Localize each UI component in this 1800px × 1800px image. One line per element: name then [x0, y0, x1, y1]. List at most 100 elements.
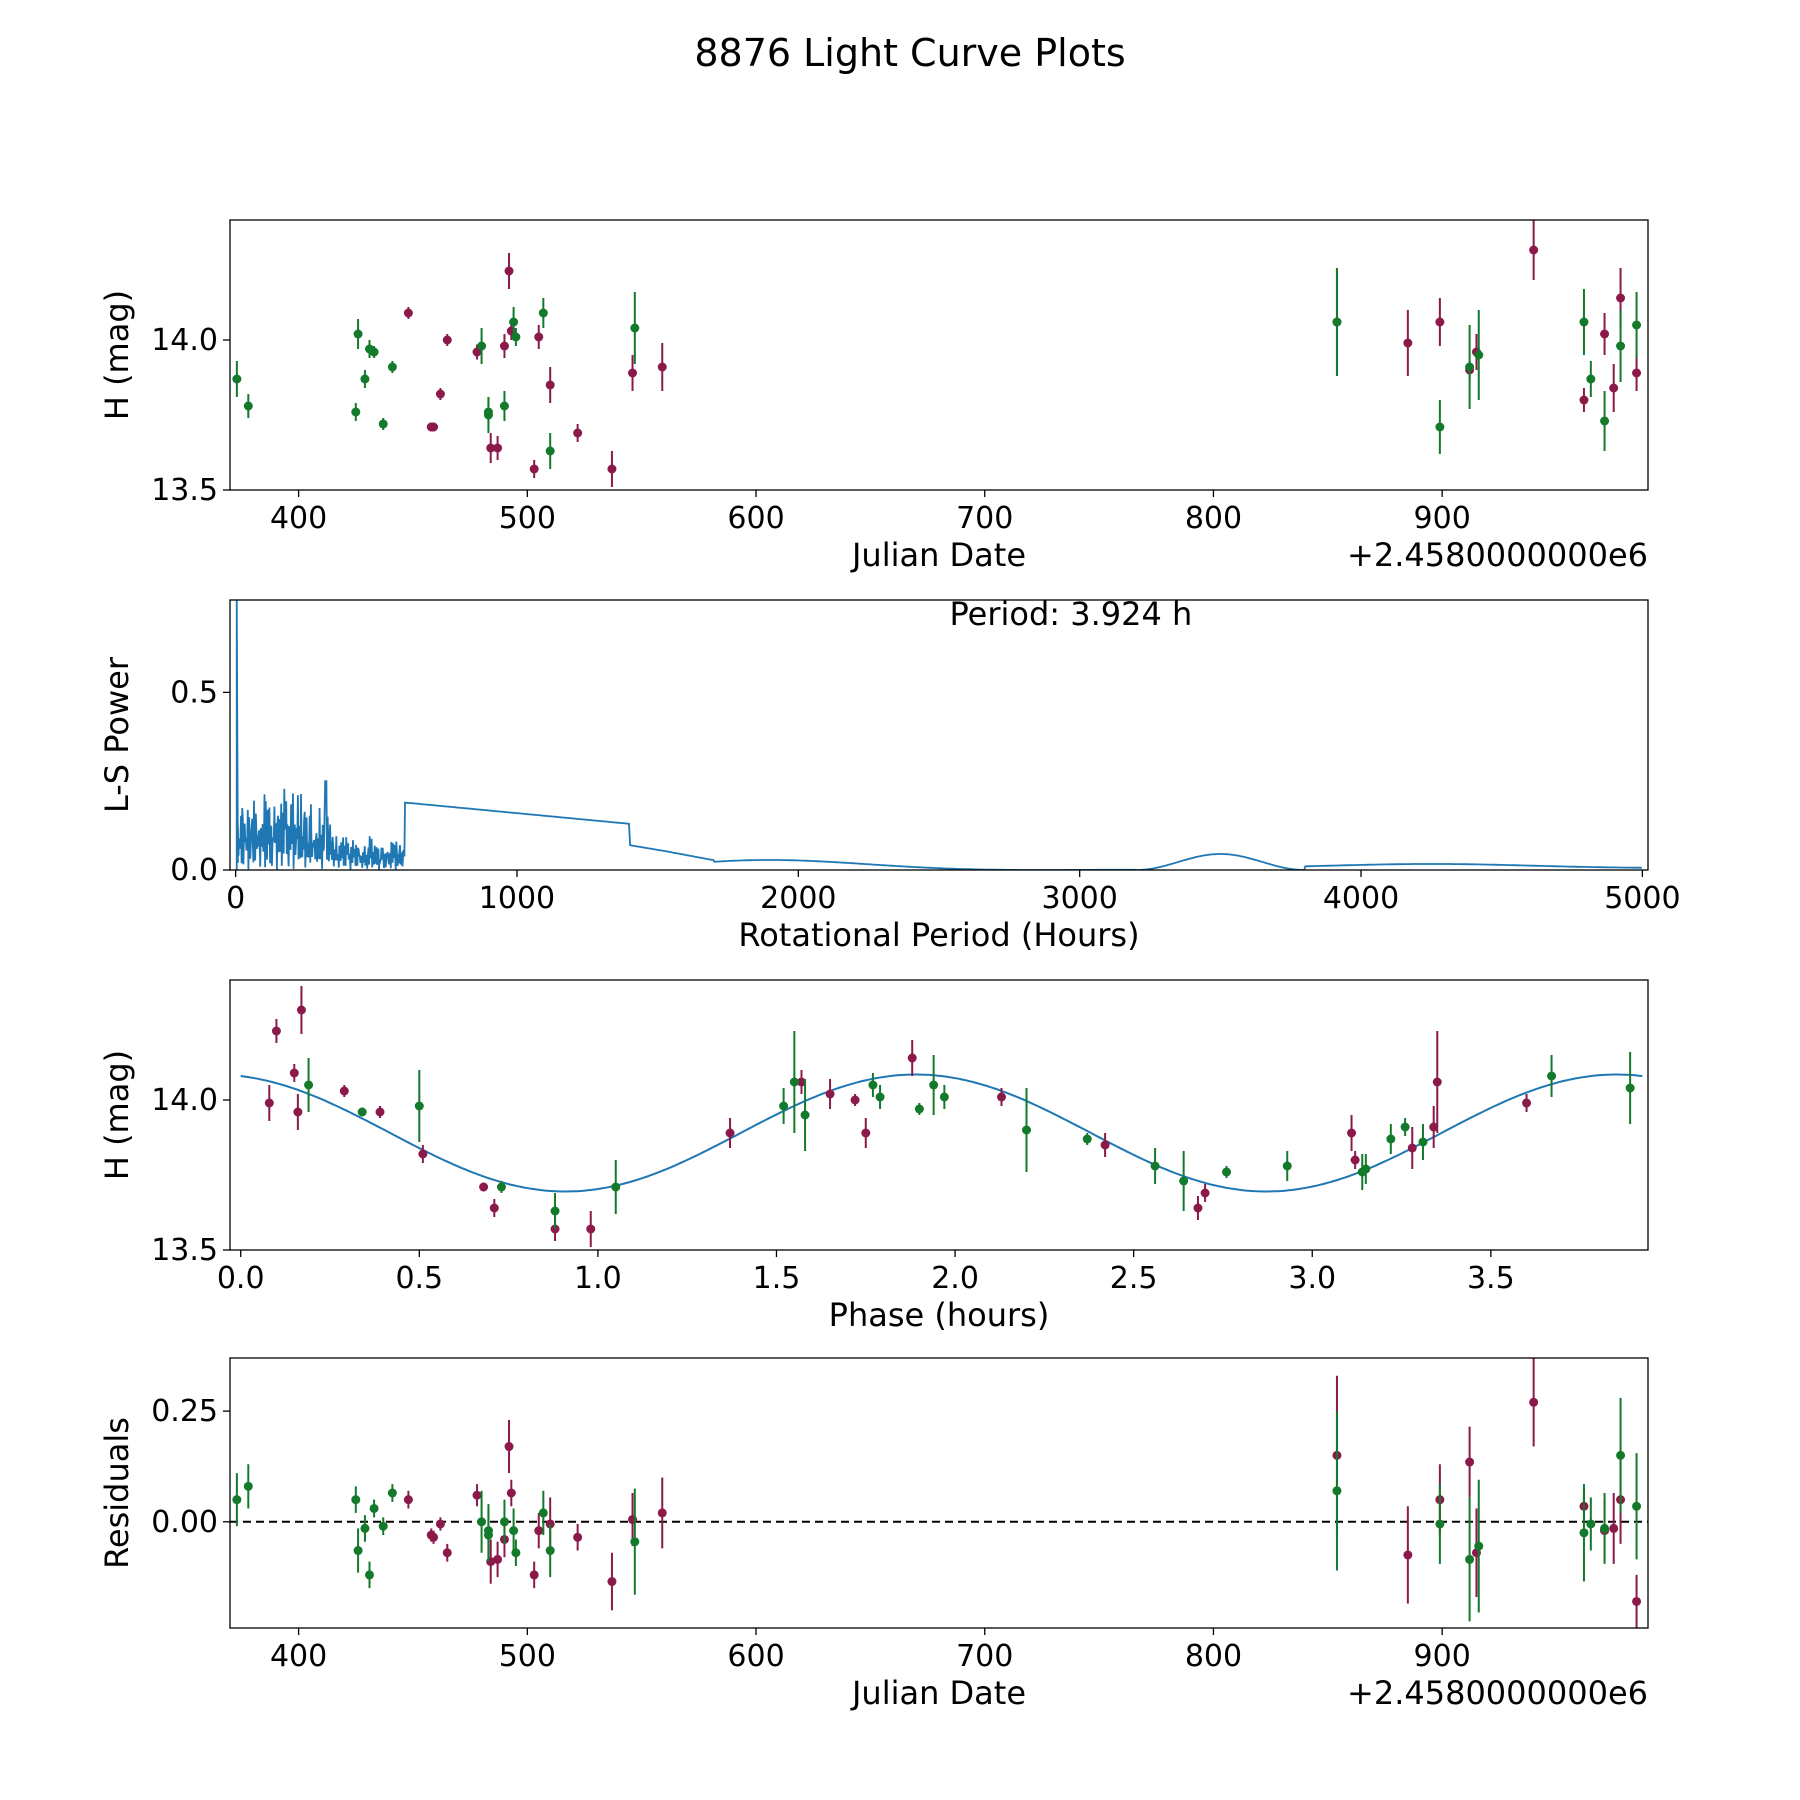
phasefold-green-point	[611, 1182, 621, 1192]
periodogram-ylabel: L-S Power	[98, 656, 136, 813]
phasefold-green-point	[1361, 1164, 1371, 1174]
phasefold-xtick-label: 1.0	[574, 1261, 622, 1296]
lightcurve-magenta-point	[486, 443, 496, 453]
phasefold-green-point	[1179, 1176, 1189, 1186]
residuals-magenta-point	[472, 1490, 482, 1500]
residuals-green-point	[1332, 1486, 1342, 1496]
lightcurve-green-point	[1465, 362, 1475, 372]
phasefold-magenta-point	[489, 1203, 499, 1213]
phasefold-green-point	[779, 1101, 789, 1111]
residuals-green-point	[1586, 1519, 1596, 1529]
phasefold-axes-frame	[229, 979, 1649, 1251]
lightcurve-xtick-label: 700	[956, 501, 1013, 536]
phasefold-green-point	[304, 1080, 314, 1090]
residuals-xtick-label: 600	[727, 1639, 784, 1674]
residuals-green-point	[369, 1503, 379, 1513]
phasefold-green-point	[1547, 1071, 1557, 1081]
periodogram-ytick-label: 0.0	[170, 853, 218, 888]
lightcurve-green-point	[499, 401, 509, 411]
lightcurve-magenta-point	[529, 464, 539, 474]
phasefold-magenta-point	[1100, 1140, 1110, 1150]
phasefold-magenta-point	[264, 1098, 274, 1108]
phasefold-green-point	[1282, 1161, 1292, 1171]
phasefold-magenta-point	[1200, 1188, 1210, 1198]
phasefold-green-point	[929, 1080, 939, 1090]
residuals-green-point	[360, 1523, 370, 1533]
phasefold-magenta-point	[289, 1068, 299, 1078]
residuals-magenta-point	[529, 1570, 539, 1580]
phasefold-green-point	[939, 1092, 949, 1102]
lightcurve-green-point	[387, 362, 397, 372]
lightcurve-magenta-point	[1616, 293, 1626, 303]
phasefold-magenta-point	[418, 1149, 428, 1159]
lightcurve-magenta-point	[573, 428, 583, 438]
phasefold-ytick-label: 13.5	[151, 1233, 218, 1268]
lightcurve-xtick-label: 800	[1185, 501, 1242, 536]
phasefold-xtick-label: 2.0	[931, 1261, 979, 1296]
periodogram-xtick-label: 2000	[760, 881, 836, 916]
residuals-green-point	[378, 1521, 388, 1531]
residuals-green-point	[511, 1548, 521, 1558]
period-annotation: Period: 3.924 h	[949, 595, 1192, 633]
lightcurve-ytick-label: 14.0	[151, 323, 218, 358]
residuals-xtick-label: 700	[956, 1639, 1013, 1674]
ls-power-line	[235, 600, 1642, 870]
lightcurve-magenta-point	[628, 368, 638, 378]
lightcurve-green-point	[1474, 350, 1484, 360]
residuals-green-point	[1435, 1519, 1445, 1529]
phasefold-green-point	[800, 1110, 810, 1120]
phasefold-green-point	[414, 1101, 424, 1111]
residuals-ytick-label: 0.00	[151, 1505, 218, 1540]
periodogram-axes-frame	[229, 599, 1649, 871]
lightcurve-magenta-point	[1632, 368, 1642, 378]
phasefold-ytick-label: 14.0	[151, 1083, 218, 1118]
lightcurve-green-point	[360, 374, 370, 384]
residuals-ytick-label: 0.25	[151, 1394, 218, 1429]
residuals-green-point	[477, 1517, 487, 1527]
phasefold-magenta-point	[1432, 1077, 1442, 1087]
phasefold-green-point	[496, 1182, 506, 1192]
residuals-green-point	[353, 1546, 363, 1556]
phasefold-magenta-point	[271, 1026, 281, 1036]
phasefold-green-point	[1418, 1137, 1428, 1147]
phasefold-plot-area	[240, 986, 1643, 1247]
lightcurve-magenta-point	[1600, 329, 1610, 339]
phasefold-xtick-label: 0.5	[395, 1261, 443, 1296]
lightcurve-magenta-point	[504, 266, 514, 276]
phasefold-green-point	[1625, 1083, 1635, 1093]
phasefold-green-point	[868, 1080, 878, 1090]
residuals-green-point	[1579, 1528, 1589, 1538]
residuals-magenta-point	[442, 1548, 452, 1558]
residuals-magenta-point	[534, 1526, 544, 1536]
periodogram-xtick-label: 1000	[479, 881, 555, 916]
residuals-magenta-point	[506, 1488, 516, 1498]
residuals-green-point	[1616, 1450, 1626, 1460]
residuals-magenta-point	[657, 1508, 667, 1518]
periodogram-panel: 0 1000 2000 3000 4000 5000 0.0 0.5 Rotational Pe…	[98, 595, 1681, 954]
residuals-green-point	[509, 1526, 519, 1536]
lightcurve-ytick-label: 13.5	[151, 473, 218, 508]
lightcurve-magenta-point	[607, 464, 617, 474]
lightcurve-green-point	[243, 401, 253, 411]
lightcurve-green-point	[538, 308, 548, 318]
lightcurve-magenta-point	[403, 308, 413, 318]
lightcurve-plot-area	[232, 220, 1642, 487]
phasefold-magenta-point	[293, 1107, 303, 1117]
residuals-magenta-point	[493, 1554, 503, 1564]
residuals-xtick-label: 900	[1414, 1639, 1471, 1674]
phasefold-magenta-point	[725, 1128, 735, 1138]
lightcurve-xlabel: Julian Date	[850, 536, 1026, 574]
lightcurve-green-point	[477, 341, 487, 351]
residuals-xtick-label: 400	[270, 1639, 327, 1674]
phasefold-green-point	[1150, 1161, 1160, 1171]
residuals-magenta-point	[403, 1495, 413, 1505]
lightcurve-xtick-label: 500	[499, 501, 556, 536]
lightcurve-green-point	[1435, 422, 1445, 432]
phasefold-magenta-point	[796, 1077, 806, 1087]
lightcurve-xtick-label: 400	[270, 501, 327, 536]
phasefold-green-point	[1022, 1125, 1032, 1135]
residuals-magenta-point	[573, 1532, 583, 1542]
residuals-magenta-point	[1609, 1523, 1619, 1533]
phasefold-panel: 0.0 0.5 1.0 1.5 2.0 2.5 3.0 3.5 13.5 14.0 Phase (h…	[98, 979, 1649, 1334]
